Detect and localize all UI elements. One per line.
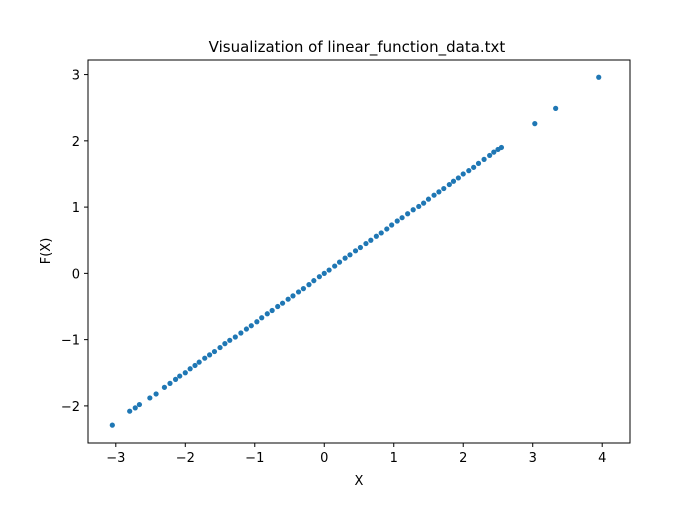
data-point <box>172 376 179 382</box>
data-point <box>389 222 395 228</box>
y-tick-label: 3 <box>72 69 80 84</box>
data-point <box>248 323 254 329</box>
data-point <box>295 289 302 295</box>
data-point <box>326 267 332 273</box>
data-point <box>207 352 213 358</box>
data-point <box>243 326 250 332</box>
data-point <box>211 348 218 355</box>
data-point <box>553 105 559 111</box>
data-point <box>316 274 322 280</box>
data-point <box>182 370 188 376</box>
data-point <box>498 144 505 151</box>
data-point <box>455 175 461 181</box>
data-point <box>136 401 143 408</box>
data-point <box>446 181 452 188</box>
data-point <box>147 395 153 401</box>
data-point <box>436 189 442 195</box>
data-point <box>167 380 173 386</box>
data-point <box>384 226 390 232</box>
data-point <box>264 311 270 317</box>
x-tick-label: −3 <box>106 451 125 466</box>
data-point <box>285 296 291 302</box>
data-point <box>332 263 338 269</box>
data-point <box>222 341 228 347</box>
data-point <box>405 211 411 217</box>
data-point <box>161 384 168 390</box>
data-point <box>491 149 497 155</box>
data-point <box>421 200 427 206</box>
y-axis-ticks: −2 −1 0 1 2 3 <box>61 69 88 415</box>
x-tick-label: 2 <box>459 451 467 466</box>
data-point <box>373 233 379 239</box>
data-points <box>109 74 602 428</box>
x-axis-ticks: −3 −2 −1 0 1 2 3 4 <box>106 443 606 466</box>
data-point <box>352 248 359 254</box>
y-tick-label: −2 <box>61 400 80 415</box>
data-point <box>431 192 437 198</box>
data-point <box>450 178 457 184</box>
data-point <box>132 405 138 411</box>
data-point <box>441 185 447 192</box>
data-point <box>475 160 482 166</box>
data-point <box>378 230 384 236</box>
data-point <box>399 215 405 221</box>
data-point <box>217 344 223 351</box>
data-point <box>232 334 238 340</box>
data-point <box>177 373 183 379</box>
data-point <box>269 307 275 314</box>
x-tick-label: 4 <box>598 451 606 466</box>
data-point <box>202 355 208 361</box>
data-point <box>321 270 327 276</box>
x-tick-label: 3 <box>529 451 537 466</box>
data-point <box>254 319 260 325</box>
chart-title: Visualization of linear_function_data.tx… <box>209 38 506 57</box>
data-point <box>347 252 353 258</box>
data-point <box>275 303 281 310</box>
data-point <box>363 240 369 247</box>
data-point <box>425 196 432 202</box>
y-axis-label: F(X) <box>39 238 54 265</box>
y-tick-label: 0 <box>72 267 80 282</box>
data-point <box>394 218 400 224</box>
data-point <box>306 282 312 288</box>
data-point <box>466 168 472 174</box>
data-point <box>196 359 202 365</box>
x-tick-label: 1 <box>390 451 398 466</box>
data-point <box>127 408 133 414</box>
data-point <box>487 152 493 159</box>
data-point <box>311 278 317 284</box>
data-point <box>227 337 233 343</box>
data-point <box>416 203 422 210</box>
data-point <box>187 366 193 372</box>
data-point <box>290 293 296 299</box>
y-tick-label: 2 <box>72 135 80 150</box>
data-point <box>153 391 159 397</box>
data-point <box>259 315 265 321</box>
data-point <box>279 300 286 306</box>
data-point <box>336 259 343 265</box>
plot-area-frame <box>87 59 631 444</box>
data-point <box>471 164 477 170</box>
data-point <box>532 121 538 127</box>
x-tick-label: −2 <box>176 451 195 466</box>
data-point <box>300 286 307 292</box>
data-point <box>596 74 602 80</box>
data-point <box>342 255 348 261</box>
data-point <box>460 171 466 177</box>
y-tick-label: 1 <box>72 201 80 216</box>
data-point <box>109 422 115 428</box>
data-point <box>368 237 374 243</box>
x-tick-label: 0 <box>320 451 328 466</box>
data-point <box>357 244 363 251</box>
data-point <box>238 330 244 336</box>
x-tick-label: −1 <box>245 451 264 466</box>
data-point <box>410 207 416 213</box>
data-point <box>192 362 198 369</box>
x-axis-label: X <box>355 474 364 489</box>
y-tick-label: −1 <box>61 334 80 349</box>
data-point <box>481 156 487 162</box>
